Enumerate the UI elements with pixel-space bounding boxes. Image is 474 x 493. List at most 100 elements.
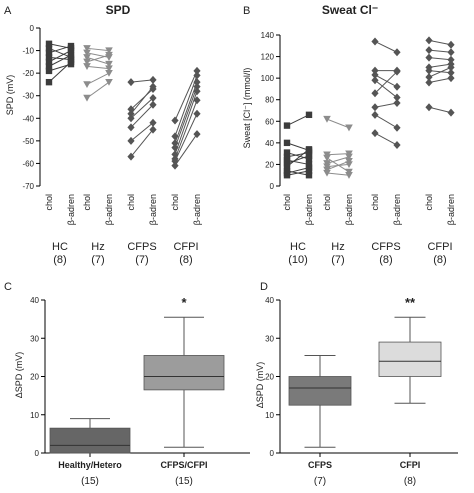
- y-tick-label: -60: [22, 159, 34, 168]
- y-tick-label: -50: [22, 137, 34, 146]
- x-category-label: CFPS: [308, 460, 332, 470]
- pair-line: [86, 47, 110, 52]
- pair-line: [174, 86, 198, 148]
- pair-line: [174, 91, 198, 155]
- y-tick-label: 120: [261, 53, 275, 62]
- point-square: [45, 63, 53, 70]
- point-diamond: [393, 98, 401, 107]
- point-diamond: [127, 152, 135, 161]
- y-tick-label: 20: [265, 160, 274, 169]
- pair-line: [86, 65, 110, 70]
- condition-label: β-adren: [392, 194, 402, 225]
- panel-a-ylabel: SPD (mV): [5, 75, 15, 116]
- point-triangle: [83, 49, 91, 57]
- panel-b-ylabel: Sweat [Cl⁻] (mmol/l): [242, 68, 252, 149]
- y-tick-label: 10: [265, 411, 274, 420]
- pair-line: [428, 57, 452, 61]
- pair-line: [326, 118, 350, 129]
- point-square: [67, 51, 75, 59]
- x-category-label: Healthy/Hetero: [58, 460, 122, 470]
- box-iqr: [288, 376, 352, 406]
- point-square: [305, 149, 313, 156]
- box-cfps: [288, 354, 352, 448]
- pair-line: [286, 159, 310, 165]
- point-triangle: [323, 115, 331, 123]
- pair-line: [86, 54, 110, 63]
- group-label: HC: [52, 241, 68, 253]
- pair-line: [326, 160, 350, 171]
- group-label: CFPS: [127, 241, 156, 253]
- point-triangle: [105, 47, 113, 55]
- x-category-n: (15): [81, 476, 99, 487]
- x-category-n: (8): [404, 476, 416, 487]
- pair-line: [428, 106, 452, 114]
- point-triangle: [83, 45, 91, 52]
- point-triangle: [105, 51, 113, 59]
- point-diamond: [127, 109, 135, 118]
- y-tick-label: 60: [265, 117, 274, 126]
- panel-d-letter: D: [260, 281, 268, 293]
- point-triangle: [105, 65, 113, 73]
- panel-c-plot: *: [49, 295, 225, 454]
- pair-line: [428, 66, 452, 78]
- point-square: [45, 40, 53, 47]
- x-category-label: CFPS/CFPI: [160, 460, 207, 470]
- point-diamond: [127, 78, 135, 87]
- pair-line: [286, 114, 310, 127]
- pair-line: [86, 56, 110, 65]
- group-hc: [45, 40, 75, 86]
- condition-label: chol: [282, 194, 292, 211]
- condition-label: β-adren: [192, 194, 202, 225]
- group-label: CFPS: [371, 241, 400, 253]
- pair-line: [174, 113, 198, 162]
- point-diamond: [447, 68, 455, 77]
- point-diamond: [371, 66, 379, 75]
- panel-c-ylabel: ΔSPD (mV): [14, 352, 24, 399]
- point-diamond: [149, 118, 157, 127]
- point-diamond: [447, 55, 455, 64]
- group-cfpi: [171, 66, 201, 170]
- panel-d: D ΔSPD (mV) 0 10 20 30 40 CFPS (7) CFPI (8) **: [255, 281, 458, 487]
- point-diamond: [371, 76, 379, 85]
- significance-marker: **: [405, 295, 416, 310]
- y-tick-label: 30: [265, 334, 274, 343]
- x-category-n: (15): [175, 476, 193, 487]
- pair-line: [48, 56, 72, 61]
- y-tick-label: 0: [35, 449, 40, 458]
- panel-b-letter: B: [243, 5, 250, 17]
- panel-c-axes: 0 10 20 30 40 Healthy/Hetero (15) CFPS/CFPI (15): [30, 296, 250, 487]
- y-tick-label: 0: [270, 449, 275, 458]
- point-triangle: [323, 154, 331, 162]
- pair-line: [130, 97, 154, 119]
- y-tick-label: 40: [265, 296, 274, 305]
- y-tick-label: 20: [30, 373, 39, 382]
- point-triangle: [323, 169, 331, 177]
- point-diamond: [393, 123, 401, 132]
- pair-line: [48, 45, 72, 54]
- pair-line: [48, 47, 72, 58]
- point-diamond: [371, 37, 379, 46]
- panel-a-title: SPD: [106, 3, 131, 17]
- point-diamond: [171, 161, 179, 170]
- point-square: [305, 152, 313, 159]
- box-cfpi: **: [378, 295, 442, 404]
- point-square: [283, 160, 291, 167]
- pair-line: [130, 104, 154, 128]
- condition-label: chol: [322, 194, 332, 211]
- y-tick-label: 30: [30, 334, 39, 343]
- point-diamond: [447, 48, 455, 57]
- group-hz: [83, 45, 113, 102]
- condition-label: β-adren: [344, 194, 354, 225]
- point-diamond: [127, 136, 135, 145]
- box-cfps-cfpi: *: [143, 295, 225, 448]
- y-tick-label: -30: [22, 92, 34, 101]
- pair-line: [86, 81, 110, 99]
- pair-line: [174, 70, 198, 121]
- point-diamond: [193, 78, 201, 87]
- point-square: [305, 167, 313, 175]
- pair-line: [48, 61, 72, 83]
- point-square: [305, 161, 313, 168]
- point-triangle: [83, 81, 91, 89]
